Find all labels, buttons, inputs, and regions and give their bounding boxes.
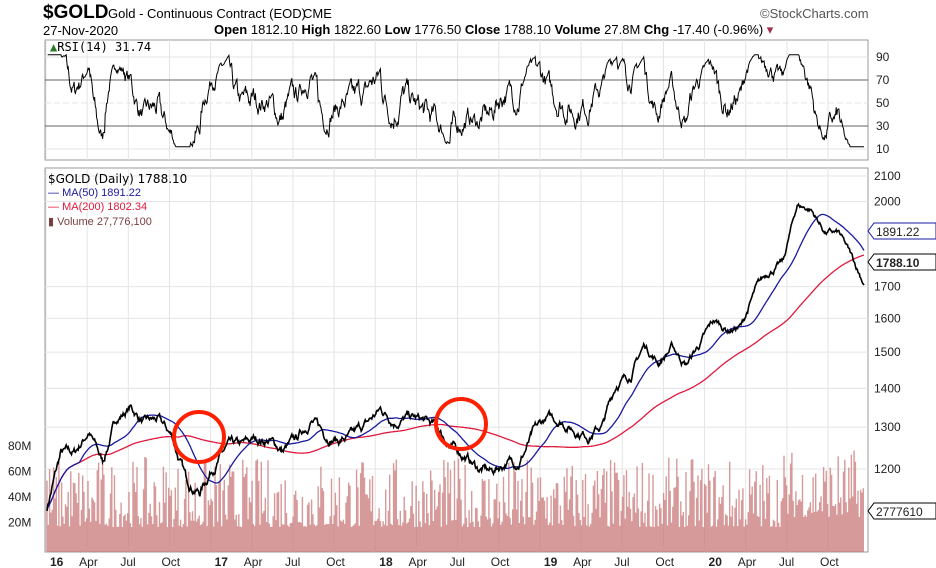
x-tick-label: 17: [215, 555, 229, 568]
annotation-circle: [172, 410, 226, 464]
volume-tag-box: [867, 502, 936, 520]
x-tick-label: Apr: [79, 555, 98, 568]
price-tick-label: 1500: [874, 345, 901, 359]
quote-bar: Open 1812.10 High 1822.60 Low 1776.50 Cl…: [214, 22, 774, 37]
rsi-tick-label: 50: [876, 96, 890, 110]
ma200-line: [46, 254, 865, 511]
x-tick-label: Apr: [738, 555, 757, 568]
brand-logo: ©StockCharts.com: [760, 6, 869, 21]
price-tick-label: 2000: [874, 195, 901, 209]
x-tick-label: 19: [544, 555, 558, 568]
x-tick-label: 16: [50, 555, 64, 568]
price-tick-label: 1700: [874, 280, 901, 294]
symbol: $GOLD: [43, 2, 109, 23]
rsi-label: ▲RSI(14) 31.74: [50, 40, 152, 54]
x-tick-label: Oct: [161, 555, 180, 568]
ma50-tag: 1891.22: [876, 225, 920, 239]
volume-tick-label: 20M: [8, 516, 31, 530]
rsi-tick-label: 10: [876, 142, 890, 156]
legend-ma200: — MA(200) 1802.34: [48, 201, 148, 213]
ma50-tag-box: [867, 222, 936, 240]
x-tick-label: Oct: [491, 555, 510, 568]
price-tick-label: 1200: [874, 462, 901, 476]
rsi-tick-label: 90: [876, 50, 890, 64]
rsi-line: [47, 53, 864, 148]
x-tick-label: Jul: [285, 555, 300, 568]
price-tick-label: 2100: [874, 169, 901, 183]
legend-volume: ▮ Volume 27,776,100: [48, 216, 152, 228]
volume-tag: 2777610: [876, 505, 923, 519]
price-line: [46, 202, 865, 511]
price-tick-label: 1600: [874, 311, 901, 325]
close-tag: 1788.10: [876, 256, 920, 270]
x-tick-label: Jul: [120, 555, 135, 568]
x-tick-label: Jul: [779, 555, 794, 568]
volume-tick-label: 40M: [8, 490, 31, 504]
annotation-circle: [434, 397, 488, 451]
date: 27-Nov-2020: [43, 23, 119, 38]
x-tick-label: Apr: [408, 555, 427, 568]
rsi-tick-label: 70: [876, 73, 890, 87]
x-tick-label: 18: [379, 555, 393, 568]
x-tick-label: Oct: [655, 555, 674, 568]
volume-bars: [46, 450, 864, 552]
price-tick-label: 1400: [874, 381, 901, 395]
x-tick-label: Oct: [820, 555, 839, 568]
x-tick-label: Jul: [450, 555, 465, 568]
rsi-panel: [44, 39, 869, 161]
instrument-name: Gold - Continuous Contract (EOD): [108, 6, 306, 21]
x-tick-label: Oct: [326, 555, 345, 568]
volume-tick-label: 80M: [8, 439, 31, 453]
price-tick-label: 1300: [874, 420, 901, 434]
x-tick-label: 20: [709, 555, 723, 568]
x-tick-label: Apr: [573, 555, 592, 568]
x-tick-label: Apr: [244, 555, 263, 568]
volume-tick-label: 60M: [8, 465, 31, 479]
legend-price: $GOLD (Daily) 1788.10: [48, 172, 188, 186]
legend-ma50: — MA(50) 1891.22: [48, 187, 141, 199]
exchange: CME: [303, 6, 332, 21]
x-tick-label: Jul: [614, 555, 629, 568]
close-tag-box: [867, 253, 936, 271]
rsi-tick-label: 30: [876, 119, 890, 133]
